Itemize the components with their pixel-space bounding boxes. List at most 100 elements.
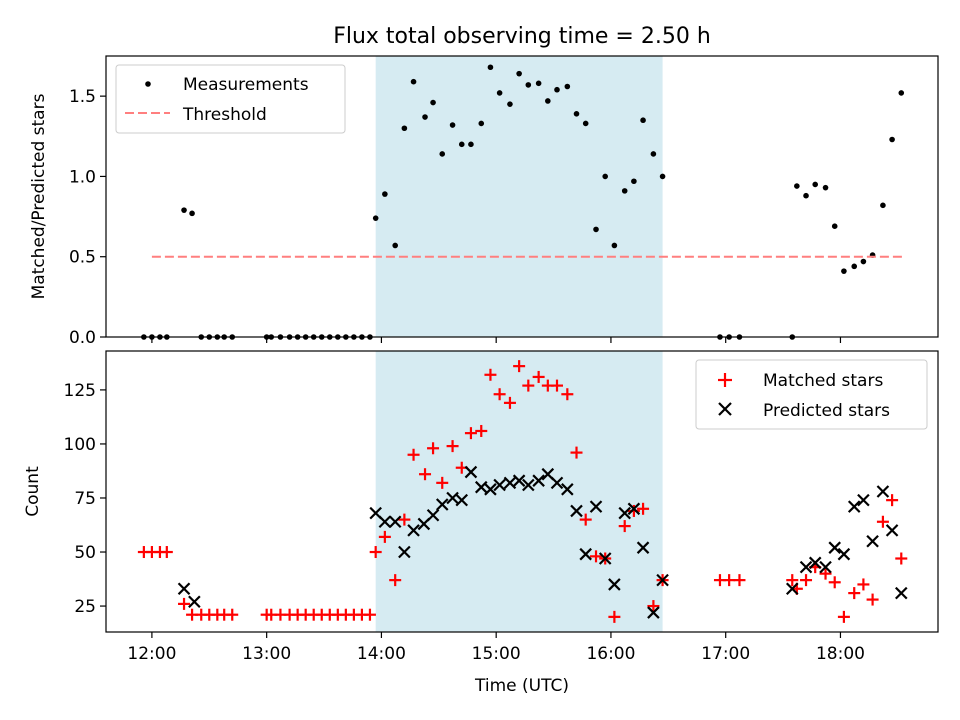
- measurement-point: [794, 183, 800, 189]
- measurement-point: [831, 223, 838, 230]
- predicted-star-point: [589, 500, 603, 513]
- measurement-point: [181, 207, 187, 213]
- measurement-point: [468, 141, 474, 148]
- measurement-point: [640, 117, 646, 124]
- measurement-point: [545, 98, 551, 104]
- y-tick-label: 0.0: [69, 328, 96, 348]
- matched-star-point: [618, 520, 631, 533]
- matched-star-point: [427, 442, 440, 455]
- predicted-stars-points: [177, 465, 908, 619]
- predicted-star-point: [618, 506, 631, 520]
- y-tick-label: 1.0: [69, 167, 96, 187]
- matched-star-point: [723, 574, 736, 587]
- matched-star-point: [226, 608, 239, 621]
- chart-title: Flux total observing time = 2.50 h: [333, 24, 711, 49]
- measurement-point: [851, 263, 858, 270]
- measurement-point: [812, 181, 819, 188]
- top-axes-frame: [105, 55, 939, 338]
- predicted-star-point: [378, 515, 392, 529]
- matched-star-point: [561, 388, 574, 401]
- measurement-point: [525, 82, 532, 88]
- measurement-point: [478, 120, 485, 127]
- measurement-point: [410, 78, 417, 85]
- matched-star-point: [436, 476, 449, 489]
- matched-star-point: [733, 574, 746, 587]
- bottom-y-ticks: 25 50 75 100 125: [64, 381, 106, 617]
- legend-measurements-marker: [145, 81, 151, 87]
- measurement-point: [880, 202, 886, 209]
- predicted-star-point: [636, 541, 650, 554]
- matched-star-point: [837, 610, 850, 623]
- measurement-point: [487, 64, 494, 71]
- bottom-panel: 25 50 75 100 125 12:00 13:00 14:00 15:00 16:00 17…: [23, 350, 939, 696]
- matched-stars-points: [137, 360, 908, 623]
- measurement-point: [392, 242, 398, 249]
- top-shaded-region: [375, 56, 663, 337]
- matched-star-point: [464, 427, 477, 440]
- predicted-star-point: [532, 474, 545, 487]
- matched-star-point: [513, 360, 526, 373]
- legend-matched-label: Matched stars: [763, 371, 883, 391]
- predicted-star-point: [885, 524, 899, 537]
- matched-star-point: [786, 574, 799, 587]
- predicted-star-point: [847, 500, 861, 513]
- matched-star-point: [551, 379, 564, 392]
- matched-star-point: [484, 368, 497, 381]
- matched-star-point: [570, 446, 583, 459]
- top-legend-box: [115, 64, 346, 134]
- predicted-star-point: [474, 480, 488, 494]
- matched-star-point: [369, 546, 382, 559]
- matched-star-point: [800, 574, 813, 587]
- y-tick-label: 50: [74, 543, 96, 563]
- x-tick-label: 14:00: [357, 644, 406, 664]
- measurement-point: [611, 242, 618, 249]
- predicted-star-point: [819, 560, 832, 574]
- predicted-star-point: [647, 606, 660, 619]
- x-tick-label: 16:00: [586, 644, 635, 664]
- measurement-point: [189, 210, 195, 217]
- predicted-star-point: [503, 476, 517, 490]
- matched-star-point: [866, 593, 879, 606]
- measurement-point: [422, 114, 428, 120]
- measurement-point: [803, 192, 809, 199]
- predicted-star-point: [435, 498, 449, 511]
- matched-star-point: [857, 578, 870, 591]
- matched-star-point: [446, 440, 459, 453]
- matched-star-point: [608, 610, 621, 623]
- legend-measurements-label: Measurements: [183, 75, 309, 95]
- measurement-point: [496, 90, 503, 96]
- predicted-star-point: [550, 476, 564, 490]
- predicted-star-point: [894, 586, 908, 600]
- bottom-x-ticks: 12:00 13:00 14:00 15:00 16:00 17:00 18:00: [127, 632, 865, 664]
- matched-star-point: [178, 597, 191, 610]
- predicted-star-point: [785, 582, 799, 596]
- bottom-legend: Matched stars Predicted stars: [695, 359, 928, 430]
- predicted-star-point: [398, 545, 411, 559]
- y-tick-label: 0.5: [69, 248, 96, 268]
- bottom-legend-box: [695, 359, 928, 430]
- matched-star-point: [886, 494, 899, 507]
- predicted-star-point: [522, 478, 535, 492]
- predicted-star-point: [388, 515, 402, 529]
- matched-star-point: [378, 530, 391, 543]
- measurement-point: [582, 120, 589, 127]
- matched-star-point: [579, 513, 592, 526]
- x-tick-label: 17:00: [701, 644, 750, 664]
- measurement-point: [650, 151, 657, 157]
- measurement-point: [458, 141, 465, 148]
- matched-star-point: [876, 515, 889, 528]
- matched-star-point: [363, 608, 376, 621]
- measurement-point: [439, 151, 446, 157]
- top-measurement-points: [141, 64, 905, 340]
- y-tick-label: 75: [74, 489, 96, 509]
- legend-predicted-label: Predicted stars: [763, 401, 890, 421]
- x-axis-label: Time (UTC): [474, 676, 569, 696]
- measurement-point: [602, 173, 608, 180]
- predicted-star-point: [627, 502, 641, 516]
- predicted-star-point: [407, 524, 420, 537]
- predicted-star-point: [484, 483, 497, 496]
- predicted-star-point: [579, 547, 592, 561]
- measurement-point: [535, 80, 542, 87]
- top-y-axis-label: Matched/Predicted stars: [29, 93, 49, 299]
